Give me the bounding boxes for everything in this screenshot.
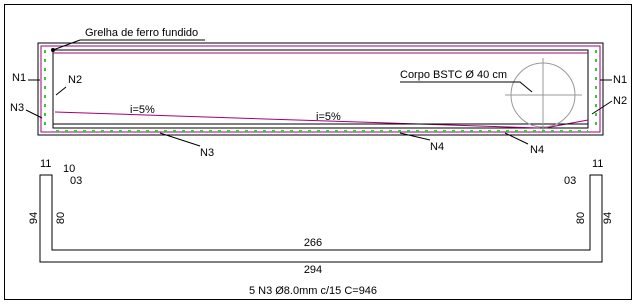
dimension: 11	[40, 158, 51, 170]
label: N4	[430, 141, 444, 153]
dimension: 94	[602, 212, 614, 224]
dimension: 03	[564, 175, 576, 187]
dimension: 294	[304, 264, 322, 276]
label: i=5%	[130, 104, 155, 116]
label: N4	[530, 144, 544, 156]
label: N2	[613, 95, 627, 107]
caption: 5 N3 Ø8.0mm c/15 C=946	[249, 285, 377, 297]
label: N3	[200, 147, 214, 159]
label: i=5%	[316, 111, 341, 123]
rebar-shape	[40, 175, 602, 262]
dimension: 266	[304, 237, 322, 249]
dimension: 80	[55, 212, 67, 224]
drawing: Grelha de ferro fundido N1 N2 N3 i=5% i=…	[0, 0, 636, 304]
label: N1	[613, 74, 627, 86]
section-view	[26, 40, 612, 146]
label: Corpo BSTC Ø 40 cm	[400, 69, 507, 81]
label: N2	[68, 74, 82, 86]
label: Grelha de ferro fundido	[85, 27, 198, 39]
dimension: 03	[70, 175, 82, 187]
dimension: 80	[575, 212, 587, 224]
label: N3	[10, 102, 24, 114]
dimension: 94	[28, 212, 40, 224]
dimension: 11	[592, 158, 603, 170]
label: N1	[12, 72, 26, 84]
dimension: 10	[63, 163, 75, 175]
